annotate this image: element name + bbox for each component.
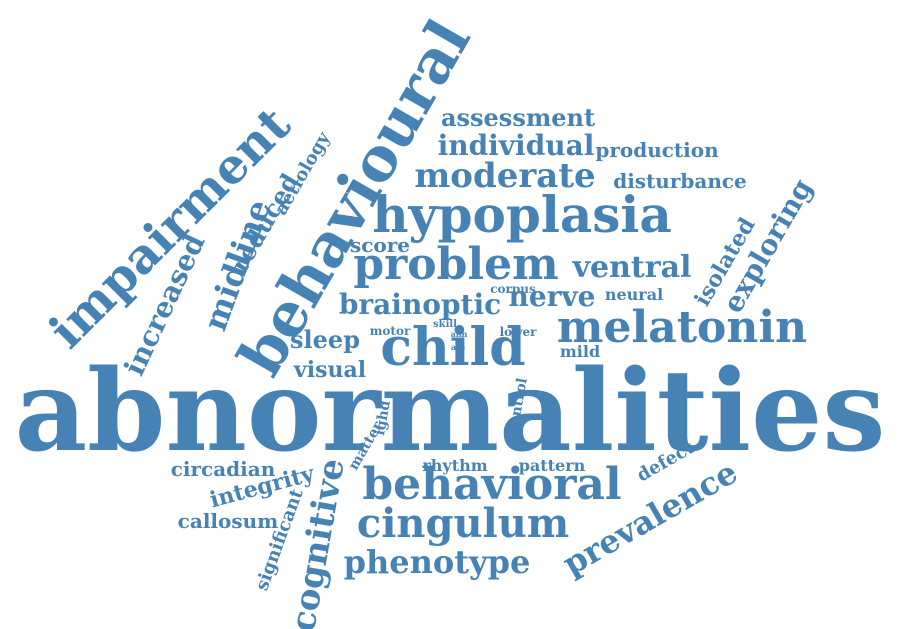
word-score: score	[349, 233, 411, 257]
word-hypoplasia: hypoplasia	[372, 185, 672, 244]
word-ass: ass	[450, 342, 466, 352]
word-rhythm: rhythm	[422, 456, 488, 475]
word-callosum: callosum	[177, 509, 279, 533]
word-pattern: pattern	[518, 456, 586, 475]
word-mild: mild	[559, 342, 601, 361]
word-abnormalities: abnormalities	[14, 346, 886, 477]
word-ventral: ventral	[572, 250, 692, 285]
word-problem: problem	[353, 239, 559, 290]
word-assessment: assessment	[440, 103, 596, 132]
word-corpus: corpus	[490, 282, 536, 296]
word-brainoptic: brainoptic	[338, 288, 502, 321]
word-phenotype: phenotype	[343, 543, 531, 581]
word-behavioral: behavioral	[362, 459, 622, 510]
word-skill: skill	[433, 319, 457, 330]
word-aim: aim	[450, 329, 468, 339]
word-lower: lower	[499, 325, 537, 339]
word-motor: motor	[369, 324, 411, 338]
word-individual: individual	[437, 129, 595, 162]
word-circadian: circadian	[170, 457, 276, 481]
word-disturbance: disturbance	[613, 169, 747, 193]
word-neural: neural	[604, 285, 664, 304]
word-nerve: nerve	[508, 280, 596, 313]
word-cingulum: cingulum	[356, 500, 570, 547]
word-visual: visual	[293, 357, 367, 383]
word-child: child	[380, 317, 526, 378]
word-sleep: sleep	[290, 325, 360, 354]
word-melatonin: melatonin	[556, 302, 808, 353]
word-production: production	[595, 138, 719, 162]
word-moderate: moderate	[414, 156, 596, 196]
